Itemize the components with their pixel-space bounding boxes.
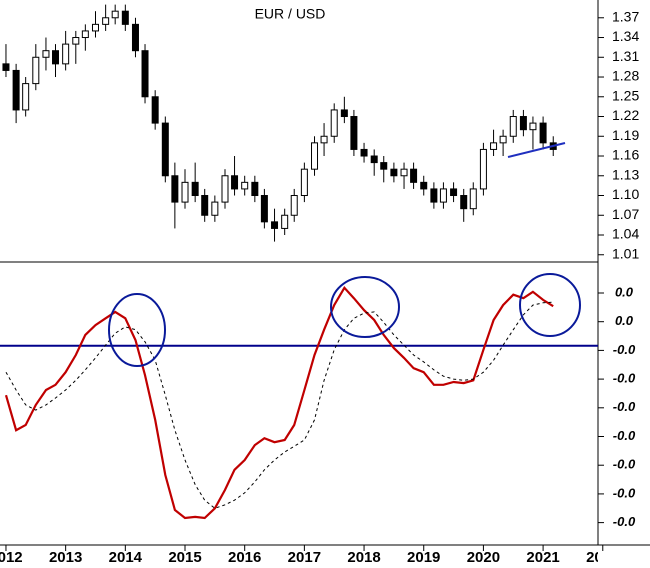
- candle-body: [121, 10, 129, 25]
- candle-body: [529, 122, 537, 131]
- plot-area: [0, 4, 598, 520]
- candle-body: [320, 135, 328, 144]
- x-tick-label: 2022: [586, 549, 619, 566]
- y-tick-label: -0.0: [613, 371, 636, 386]
- candle-body: [519, 116, 527, 131]
- y-tick-label: 0.0: [615, 313, 634, 328]
- candle-body: [400, 168, 408, 177]
- y-tick-label: 1.16: [612, 147, 639, 163]
- y-tick-label: -0.0: [613, 514, 636, 529]
- candle-body: [251, 181, 259, 197]
- candle-body: [32, 56, 40, 85]
- candle-body: [161, 122, 169, 177]
- y-tick-label: 1.22: [612, 107, 639, 123]
- x-tick-label: 2015: [168, 549, 201, 566]
- candle-body: [439, 188, 447, 203]
- y-tick-label: 1.28: [612, 68, 639, 84]
- candle-body: [469, 188, 477, 210]
- candle-body: [410, 168, 418, 183]
- candle-body: [450, 188, 458, 197]
- x-tick-label: 2017: [288, 549, 321, 566]
- y-tick-label: 1.19: [612, 127, 639, 143]
- candle-body: [231, 175, 239, 190]
- candle-body: [52, 50, 60, 65]
- x-tick-label: 2020: [467, 549, 500, 566]
- y-tick-label: -0.0: [613, 428, 636, 443]
- candle-body: [350, 116, 358, 150]
- candle-body: [141, 50, 149, 98]
- candle-body: [111, 10, 119, 19]
- candle-body: [81, 30, 89, 39]
- highlight-circle: [108, 293, 166, 367]
- candle-body: [271, 221, 279, 229]
- highlight-circle: [519, 273, 581, 337]
- candle-body: [221, 175, 229, 203]
- candle-body: [2, 63, 10, 71]
- y-tick-label: 1.04: [612, 226, 639, 242]
- y-tick-label: 1.34: [612, 28, 639, 44]
- candle-body: [91, 23, 99, 32]
- candle-body: [241, 181, 249, 190]
- candle-body: [281, 214, 289, 229]
- y-tick-label: 1.10: [612, 186, 639, 202]
- x-tick-label: 2014: [109, 549, 143, 566]
- candle-body: [509, 116, 517, 137]
- y-tick-label: 1.25: [612, 87, 639, 103]
- candle-body: [102, 17, 110, 25]
- candle-body: [211, 201, 219, 216]
- candle-body: [479, 148, 487, 190]
- candle-body: [390, 168, 398, 177]
- candle-body: [72, 37, 80, 45]
- candle-body: [380, 162, 388, 170]
- x-tick-label: 2013: [49, 549, 82, 566]
- candle-body: [499, 135, 507, 144]
- y-tick-label: 1.37: [612, 8, 639, 24]
- candle-body: [131, 23, 139, 52]
- candle-body: [430, 188, 438, 203]
- y-tick-label: -0.0: [613, 457, 636, 472]
- signal-line: [5, 301, 554, 509]
- x-tick-label: 2012: [0, 549, 23, 566]
- candle-body: [420, 181, 428, 190]
- y-tick-label: 0.0: [615, 284, 634, 299]
- candle-body: [201, 195, 209, 216]
- candle-body: [539, 122, 547, 144]
- candle-body: [340, 109, 348, 118]
- y-tick-label: -0.0: [613, 399, 636, 414]
- candle-body: [191, 181, 199, 197]
- oscillator-line: [4, 285, 554, 520]
- candle-body: [460, 195, 468, 210]
- x-tick-label: 2021: [526, 549, 559, 566]
- candle-body: [171, 175, 179, 203]
- highlight-circle: [330, 276, 400, 338]
- candle-body: [62, 43, 70, 65]
- candle-body: [330, 109, 338, 137]
- y-tick-label: -0.0: [613, 485, 636, 500]
- candle-body: [360, 148, 368, 157]
- candle-body: [22, 83, 30, 111]
- candle-body: [290, 195, 298, 216]
- y-tick-label: 1.07: [612, 206, 639, 222]
- candle-body: [151, 96, 159, 124]
- y-tick-label: -0.0: [613, 342, 636, 357]
- candle-body: [42, 50, 50, 58]
- candle-body: [300, 168, 308, 197]
- x-tick-label: 2018: [347, 549, 380, 566]
- trend-line: [507, 142, 566, 158]
- candle-body: [260, 195, 268, 223]
- x-tick-label: 2016: [228, 549, 261, 566]
- candle-body: [370, 155, 378, 164]
- candle-body: [12, 69, 20, 111]
- y-tick-label: 1.01: [612, 245, 639, 261]
- candle-body: [490, 142, 498, 150]
- chart-title: EUR / USD: [255, 6, 326, 22]
- y-tick-label: 1.31: [612, 48, 639, 64]
- candle-body: [181, 181, 189, 203]
- x-tick-label: 2019: [407, 549, 440, 566]
- candle-body: [311, 142, 319, 170]
- y-tick-label: 1.13: [612, 166, 639, 182]
